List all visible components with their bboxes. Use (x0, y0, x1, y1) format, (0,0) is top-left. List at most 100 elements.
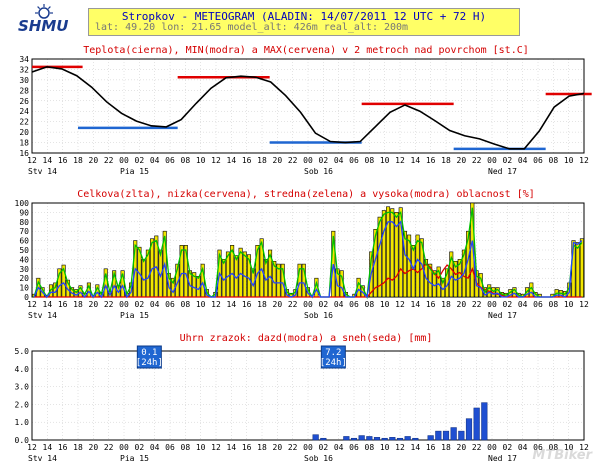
x-tick-label: 14 (411, 300, 421, 309)
x-tick-label: 10 (380, 443, 390, 452)
meteogram-header: Stropkov - METEOGRAM (ALADIN: 14/07/2011… (88, 8, 520, 36)
y-tick-label: 20 (19, 274, 29, 283)
rain-bar (389, 437, 396, 441)
x-tick-label: 18 (73, 300, 83, 309)
x-tick-label: 20 (457, 156, 467, 165)
y-tick-label: 30 (19, 76, 29, 85)
x-tick-label: 06 (533, 156, 543, 165)
x-tick-label: 12 (395, 300, 405, 309)
y-tick-label: 50 (19, 246, 29, 255)
x-tick-label: 16 (242, 300, 252, 309)
rain-total-value: 7.2 (325, 348, 341, 358)
x-tick-label: 00 (487, 443, 497, 452)
x-tick-label: 02 (503, 443, 513, 452)
y-tick-label: 30 (19, 265, 29, 274)
watermark: MTBiker (532, 448, 592, 463)
rain-bar (442, 430, 450, 441)
cloud-total-bar (575, 242, 580, 298)
x-tick-label: 08 (549, 156, 559, 165)
x-tick-label: 08 (181, 443, 191, 452)
x-tick-label: 00 (119, 156, 129, 165)
x-tick-label: 08 (549, 300, 559, 309)
x-tick-label: 20 (457, 443, 467, 452)
rain-total-value: 0.1 (141, 348, 157, 358)
y-tick-label: 16 (19, 149, 29, 158)
x-tick-label: 08 (181, 300, 191, 309)
x-tick-label: 16 (242, 156, 252, 165)
x-tick-label: 00 (487, 156, 497, 165)
rain-bar (350, 437, 358, 441)
x-tick-label: 10 (196, 300, 206, 309)
x-tick-label: 14 (227, 300, 237, 309)
high-cloud-line (33, 220, 583, 299)
y-tick-label: 32 (19, 65, 29, 74)
x-tick-label: 00 (303, 443, 313, 452)
x-tick-label: 18 (441, 443, 451, 452)
x-tick-label: 22 (288, 443, 298, 452)
x-tick-label: 22 (288, 156, 298, 165)
x-tick-label: 18 (441, 300, 451, 309)
rain-bar (381, 437, 388, 441)
cloud-total-bar (381, 210, 386, 298)
x-tick-label: 08 (549, 443, 559, 452)
x-tick-label: 06 (349, 443, 359, 452)
x-tick-label: 22 (472, 156, 482, 165)
y-tick-label: 1.0 (15, 418, 30, 427)
y-tick-label: 26 (19, 97, 29, 106)
y-tick-label: 4.0 (15, 365, 30, 374)
x-tick-label: 12 (27, 156, 37, 165)
x-tick-label: 04 (334, 300, 344, 309)
plot-frame (31, 58, 585, 154)
y-tick-label: 60 (19, 237, 29, 246)
x-tick-label: 12 (27, 443, 37, 452)
x-tick-label: 02 (319, 156, 329, 165)
rain-total-period: [24h] (320, 358, 347, 368)
rain-bar (450, 427, 457, 441)
y-tick-label: 40 (19, 255, 29, 264)
x-tick-label: 20 (457, 300, 467, 309)
rain-bar (465, 418, 473, 441)
x-tick-label: 22 (104, 300, 114, 309)
day-label: Stv 14 (28, 454, 57, 463)
x-tick-label: 10 (196, 443, 206, 452)
x-tick-label: 04 (518, 300, 528, 309)
y-tick-label: 100 (15, 199, 30, 208)
temperature-panel: Teplota(cierna), MIN(modra) a MAX(cerven… (19, 45, 592, 176)
rain-bar (366, 436, 373, 441)
y-tick-label: 22 (19, 118, 29, 127)
x-tick-label: 10 (564, 443, 574, 452)
x-tick-label: 06 (165, 156, 175, 165)
x-tick-label: 18 (257, 443, 267, 452)
low-cloud-line (34, 263, 582, 298)
cloud-total-bar (242, 251, 247, 298)
rain-bar (427, 435, 434, 441)
x-tick-label: 16 (242, 443, 252, 452)
x-tick-label: 06 (349, 300, 359, 309)
rain-bar (373, 437, 381, 441)
cloud-total-bar (402, 230, 407, 298)
day-label: Ned 17 (488, 167, 517, 176)
x-tick-label: 18 (257, 156, 267, 165)
y-tick-label: 20 (19, 128, 29, 137)
meteogram-title: Stropkov - METEOGRAM (ALADIN: 14/07/2011… (121, 10, 487, 23)
day-label: Pia 15 (120, 311, 149, 320)
x-tick-label: 00 (303, 300, 313, 309)
x-tick-label: 02 (319, 300, 329, 309)
x-tick-label: 10 (564, 300, 574, 309)
x-tick-label: 04 (518, 443, 528, 452)
x-tick-label: 14 (227, 443, 237, 452)
x-tick-label: 06 (165, 300, 175, 309)
y-tick-label: 70 (19, 227, 29, 236)
y-tick-label: 24 (19, 107, 29, 116)
rain-bar (435, 430, 442, 441)
x-tick-label: 18 (257, 300, 267, 309)
x-tick-label: 00 (119, 300, 129, 309)
rain-total-badge (320, 345, 346, 369)
x-tick-label: 04 (150, 300, 160, 309)
cloud-total-bar (238, 247, 243, 298)
cloud-total-bar (386, 206, 391, 298)
x-tick-label: 14 (411, 156, 421, 165)
x-tick-label: 12 (395, 156, 405, 165)
x-tick-label: 06 (349, 156, 359, 165)
